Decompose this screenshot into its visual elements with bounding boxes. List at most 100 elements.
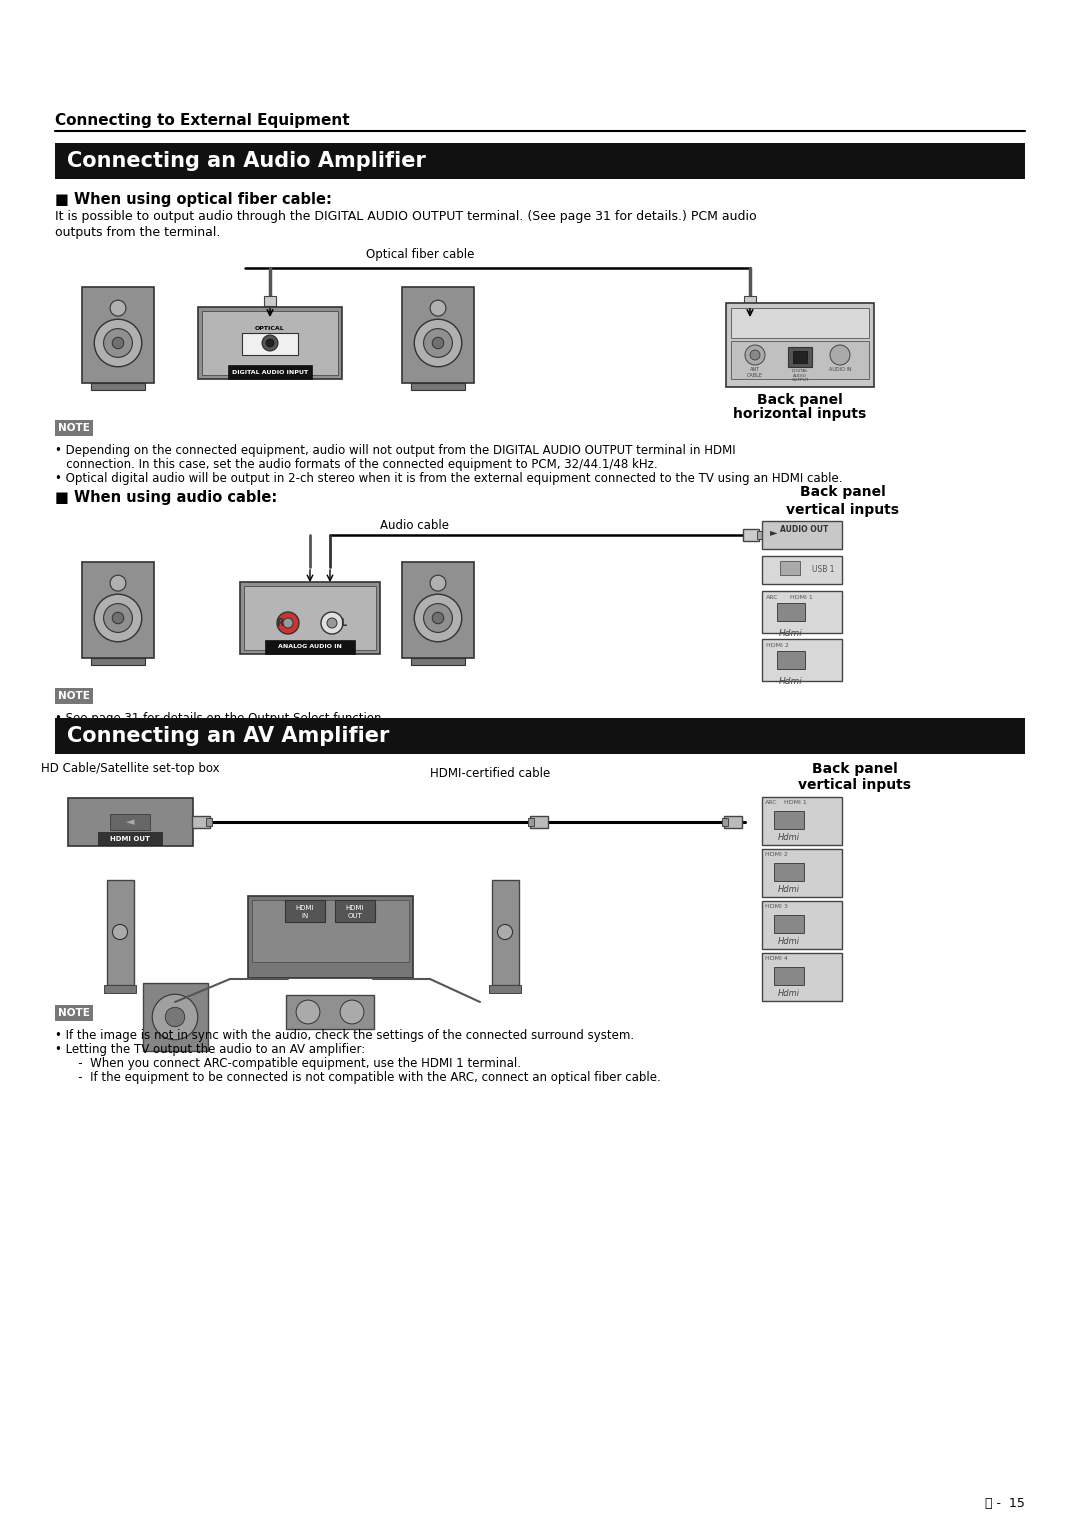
Text: • Optical digital audio will be output in 2-ch stereo when it is from the extern: • Optical digital audio will be output i…	[55, 472, 842, 486]
Bar	[244, 586, 376, 651]
Text: Connecting to External Equipment: Connecting to External Equipment	[55, 113, 350, 128]
Text: HDMI
OUT: HDMI OUT	[346, 906, 364, 919]
Text: Back panel: Back panel	[812, 762, 897, 776]
Text: Hdmi: Hdmi	[779, 629, 802, 638]
Bar	[528, 818, 534, 826]
Bar	[777, 651, 805, 669]
Text: connection. In this case, set the audio formats of the connected equipment to PC: connection. In this case, set the audio …	[55, 458, 658, 470]
Circle shape	[432, 337, 444, 348]
Text: HDMI 4: HDMI 4	[765, 956, 788, 960]
Text: Back panel: Back panel	[757, 392, 842, 408]
Circle shape	[283, 618, 293, 628]
Bar	[55, 689, 93, 704]
Circle shape	[262, 334, 278, 351]
Bar	[774, 811, 804, 829]
Bar	[67, 799, 192, 846]
Text: Connecting an AV Amplifier: Connecting an AV Amplifier	[67, 725, 390, 747]
Text: ANALOG AUDIO IN: ANALOG AUDIO IN	[278, 644, 342, 649]
Text: USB 1: USB 1	[812, 565, 835, 574]
Bar	[402, 562, 474, 658]
Bar	[285, 899, 325, 922]
Text: HDMI
IN: HDMI IN	[296, 906, 314, 919]
Text: Back panel: Back panel	[800, 486, 886, 499]
Bar	[107, 880, 134, 985]
Bar	[757, 531, 762, 539]
Bar	[744, 296, 756, 305]
Text: Hdmi: Hdmi	[778, 834, 800, 841]
Text: HDMI 2: HDMI 2	[766, 643, 788, 647]
Bar	[762, 556, 842, 583]
Circle shape	[266, 339, 274, 347]
Bar	[143, 983, 207, 1051]
Text: ►: ►	[770, 527, 778, 538]
Bar	[762, 849, 842, 896]
Circle shape	[296, 1000, 320, 1025]
Text: Hdmi: Hdmi	[778, 938, 800, 947]
Bar	[780, 560, 800, 576]
Text: • If the image is not in sync with the audio, check the settings of the connecte: • If the image is not in sync with the a…	[55, 1029, 634, 1041]
Bar	[726, 302, 874, 386]
Bar	[198, 307, 342, 379]
Bar	[723, 818, 728, 826]
Bar	[743, 528, 759, 541]
Circle shape	[110, 576, 126, 591]
Circle shape	[415, 594, 462, 641]
Bar	[530, 815, 548, 828]
Bar	[82, 287, 154, 383]
Circle shape	[152, 994, 198, 1040]
Circle shape	[94, 594, 141, 641]
Bar	[247, 896, 413, 977]
Bar	[793, 351, 807, 363]
Bar	[228, 365, 312, 379]
Text: AUDIO OUT: AUDIO OUT	[780, 524, 828, 533]
Text: NOTE: NOTE	[58, 1008, 90, 1019]
Circle shape	[430, 301, 446, 316]
Circle shape	[423, 328, 453, 357]
Bar	[335, 899, 375, 922]
Bar	[774, 967, 804, 985]
Circle shape	[745, 345, 765, 365]
Text: • Letting the TV output the audio to an AV amplifier:: • Letting the TV output the audio to an …	[55, 1043, 365, 1057]
Circle shape	[112, 337, 124, 348]
Bar	[91, 658, 146, 664]
Bar	[286, 996, 374, 1029]
Bar	[265, 640, 355, 654]
Text: ARC: ARC	[766, 596, 779, 600]
Circle shape	[110, 301, 126, 316]
Text: Connecting an Audio Amplifier: Connecting an Audio Amplifier	[67, 151, 426, 171]
Bar	[410, 383, 465, 389]
Text: ■ When using optical fiber cable:: ■ When using optical fiber cable:	[55, 192, 332, 208]
Circle shape	[321, 612, 343, 634]
Bar	[762, 901, 842, 948]
Bar	[724, 815, 742, 828]
Circle shape	[104, 603, 133, 632]
Bar	[55, 420, 93, 437]
Bar	[55, 144, 1025, 179]
Text: Hdmi: Hdmi	[778, 886, 800, 893]
Circle shape	[415, 319, 462, 366]
Bar	[104, 985, 136, 993]
Text: NOTE: NOTE	[58, 692, 90, 701]
Text: NOTE: NOTE	[58, 423, 90, 434]
Circle shape	[340, 1000, 364, 1025]
Text: vertical inputs: vertical inputs	[798, 777, 912, 793]
Bar	[788, 347, 812, 366]
Bar	[762, 591, 842, 634]
Bar	[192, 815, 210, 828]
Bar	[252, 899, 408, 962]
Circle shape	[423, 603, 453, 632]
Text: outputs from the terminal.: outputs from the terminal.	[55, 226, 220, 240]
Bar	[98, 832, 162, 844]
Text: Hdmi: Hdmi	[778, 989, 800, 999]
Circle shape	[498, 924, 513, 939]
Bar	[731, 341, 869, 379]
Text: HDMI-certified cable: HDMI-certified cable	[430, 767, 550, 780]
Circle shape	[430, 576, 446, 591]
Bar	[762, 953, 842, 1002]
Bar	[240, 582, 380, 654]
Bar	[777, 603, 805, 621]
Bar	[762, 521, 842, 550]
Bar	[762, 797, 842, 844]
Text: DIGITAL AUDIO INPUT: DIGITAL AUDIO INPUT	[232, 370, 308, 374]
Text: ■ When using audio cable:: ■ When using audio cable:	[55, 490, 278, 505]
